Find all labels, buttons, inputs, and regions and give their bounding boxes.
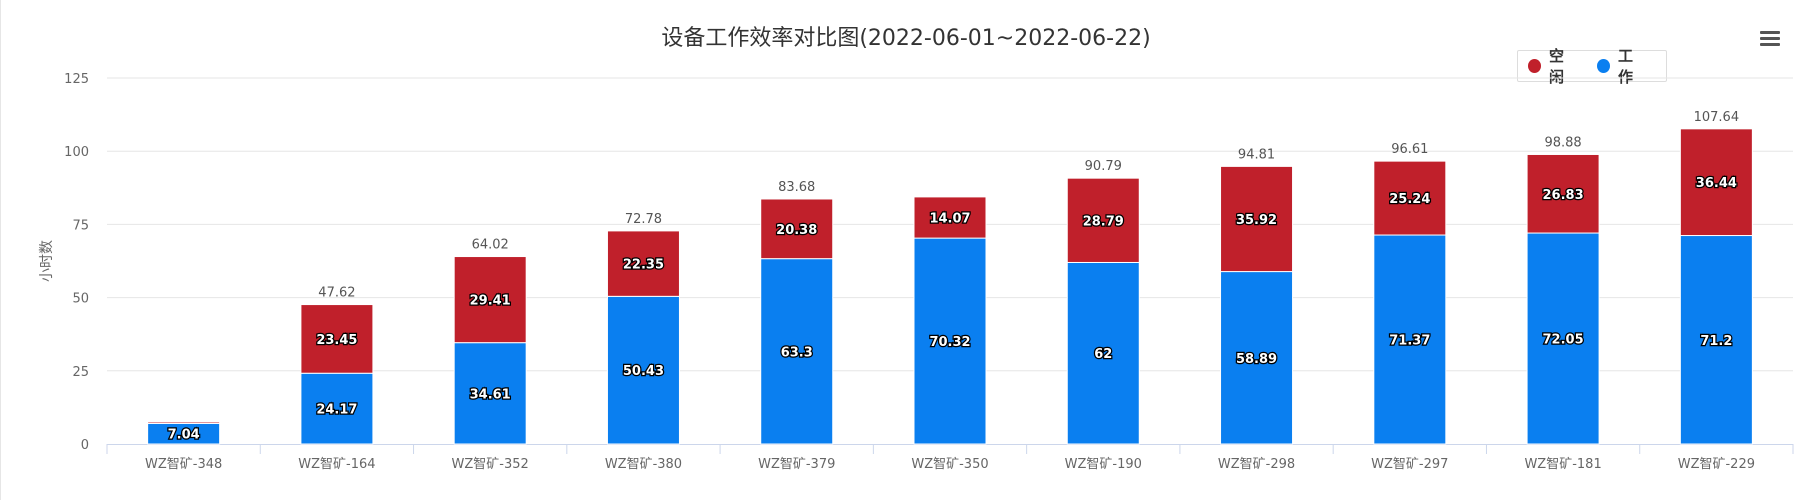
data-label-idle: 29.41 (470, 294, 511, 309)
data-label-idle: 26.83 (1543, 188, 1584, 203)
y-tick-label: 0 (81, 438, 89, 453)
legend-label-idle: 空闲 (1549, 47, 1565, 86)
data-label-work: 50.43 (623, 364, 664, 379)
data-label-total: 83.68 (778, 180, 815, 195)
bar-idle (453, 256, 527, 344)
data-label-total: 107.64 (1694, 110, 1740, 125)
data-label-work: 63.3 (781, 345, 813, 360)
y-axis-label: 小时数 (39, 240, 55, 282)
x-category-label: WZ智矿-181 (1524, 457, 1601, 472)
data-label-idle: 28.79 (1083, 214, 1124, 229)
data-label-idle: 22.35 (623, 258, 664, 273)
bar-idle (913, 196, 987, 239)
y-tick-label: 125 (64, 72, 89, 87)
x-category-label: WZ智矿-380 (605, 457, 682, 472)
data-label-total: 96.61 (1391, 142, 1428, 157)
data-label-work: 70.32 (929, 335, 970, 350)
data-label-idle: 35.92 (1236, 213, 1277, 228)
data-label-total: 72.78 (625, 212, 662, 227)
chart-title: 设备工作效率对比图(2022-06-01~2022-06-22) (661, 26, 1151, 51)
data-label-idle: 14.07 (929, 212, 970, 227)
x-category-label: WZ智矿-164 (298, 457, 375, 472)
bar-idle (1526, 153, 1600, 234)
legend-label-work: 工作 (1618, 47, 1634, 86)
y-tick-label: 25 (72, 365, 89, 380)
axis-layer: 0 25 50 75 100 125 小时数 (39, 72, 1794, 454)
legend-item-idle[interactable]: 空闲 (1528, 45, 1577, 87)
x-category-label: WZ智矿-379 (758, 457, 835, 472)
bar-work (453, 342, 527, 445)
y-tick-label: 50 (72, 292, 89, 307)
bar-idle (1220, 165, 1294, 273)
data-label-work: 62 (1094, 347, 1112, 362)
data-label-work: 7.04 (168, 428, 200, 443)
data-label-total: 90.79 (1085, 159, 1122, 174)
data-label-total: 64.02 (472, 238, 509, 253)
bar-idle (606, 230, 680, 297)
bar-work (1066, 261, 1140, 445)
y-tick-label: 100 (64, 145, 89, 160)
data-label-idle: 25.24 (1389, 192, 1430, 207)
menu-line (1760, 31, 1780, 34)
bar-idle (147, 421, 221, 424)
data-label-idle: 23.45 (316, 333, 357, 348)
bar-idle (1373, 160, 1447, 236)
x-category-label: WZ智矿-297 (1371, 457, 1448, 472)
x-category-label: WZ智矿-229 (1678, 457, 1755, 472)
bar-idle (760, 198, 834, 260)
data-label-work: 72.05 (1543, 333, 1584, 348)
bar-work (1526, 232, 1600, 445)
data-label-idle: 20.38 (776, 223, 817, 238)
x-category-label: WZ智矿-298 (1218, 457, 1295, 472)
data-label-idle: 36.44 (1696, 176, 1737, 191)
legend-swatch-work (1597, 59, 1611, 73)
data-label-total: 94.81 (1238, 147, 1275, 162)
x-category-label: WZ智矿-190 (1065, 457, 1142, 472)
bar-work (606, 295, 680, 445)
legend: 空闲 工作 (1517, 47, 1667, 86)
x-category-label: WZ智矿-350 (911, 457, 988, 472)
data-label-total: 98.88 (1544, 135, 1581, 150)
bar-idle (300, 304, 374, 374)
y-tick-label: 75 (72, 218, 89, 233)
hamburger-menu-icon[interactable] (1757, 28, 1783, 52)
bar-idle (1066, 177, 1140, 263)
bar-work (913, 237, 987, 445)
label-layer: WZ智矿-348 7.04 WZ智矿-164 24.17 23.45 47.62 WZ智矿-… (145, 110, 1755, 472)
data-label-work: 24.17 (316, 403, 357, 418)
x-category-label: WZ智矿-348 (145, 457, 222, 472)
data-label-total: 47.62 (318, 286, 355, 301)
menu-line (1760, 43, 1780, 46)
bar-work (1373, 234, 1447, 445)
data-label-work: 71.2 (1700, 334, 1732, 349)
legend-item-work[interactable]: 工作 (1597, 45, 1646, 87)
bar-work (1220, 271, 1294, 445)
menu-line (1760, 37, 1780, 40)
bar-layer (147, 128, 1753, 445)
data-label-work: 58.89 (1236, 352, 1277, 367)
data-label-work: 34.61 (470, 387, 511, 402)
bar-work (760, 258, 834, 445)
x-category-label: WZ智矿-352 (452, 457, 529, 472)
bar-idle (1679, 128, 1753, 237)
bar-work (300, 372, 374, 445)
data-label-work: 71.37 (1389, 334, 1430, 349)
legend-swatch-idle (1528, 59, 1542, 73)
